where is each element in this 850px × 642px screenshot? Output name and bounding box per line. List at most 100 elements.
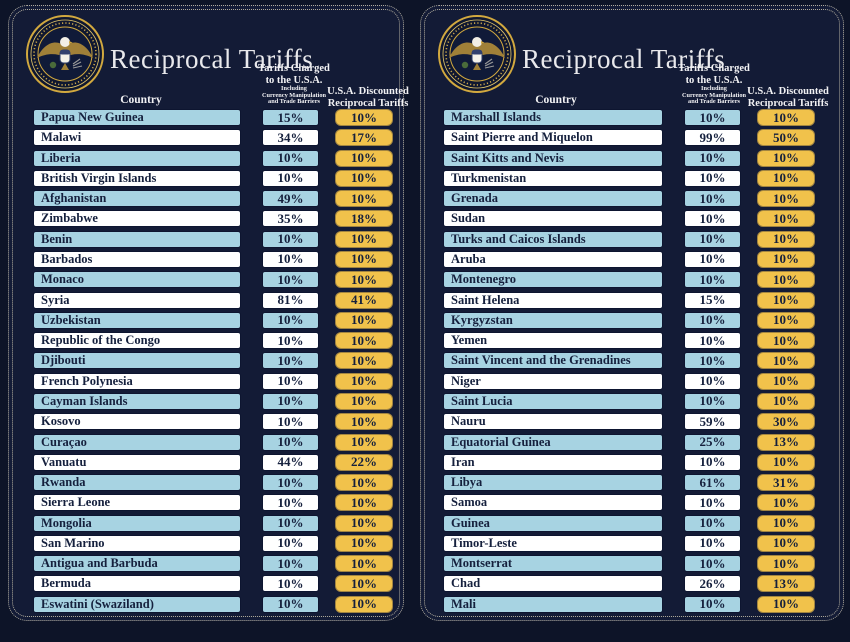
discounted-tariff-cell: 10% [335,250,393,268]
discounted-tariff-cell: 10% [335,433,393,451]
country-cell: Saint Lucia [443,392,663,410]
discounted-tariff-cell: 10% [757,271,815,289]
country-cell: Marshall Islands [443,109,663,126]
discounted-tariff-cell: 13% [757,433,815,451]
table-row: Saint Kitts and Nevis 10% 10% [443,149,815,167]
discounted-tariff-cell: 10% [757,372,815,390]
country-cell: Mongolia [33,514,241,532]
charged-tariff-cell: 10% [262,494,319,512]
charged-header-sub2: Currency Manipulation [261,91,327,99]
discounted-tariff-cell: 10% [757,250,815,268]
discounted-header-line1: U.S.A. Discounted [327,86,409,97]
table-row: Curaçao 10% 10% [33,433,393,451]
panel-header: Reciprocal Tariffs Country Tariffs Charg… [425,10,839,109]
charged-tariff-cell: 15% [684,291,741,309]
discounted-tariff-cell: 30% [757,413,815,431]
discounted-tariff-cell: 10% [335,595,393,613]
table-row: Samoa 10% 10% [443,494,815,512]
discounted-header-line2: Reciprocal Tariffs [747,97,829,109]
discounted-tariff-cell: 10% [335,109,393,126]
charged-header-sub3: and Trade Barriers [688,98,740,106]
table-row: Sudan 10% 10% [443,210,815,228]
country-cell: Turkmenistan [443,169,663,187]
country-cell: Eswatini (Swaziland) [33,595,241,613]
table-row: San Marino 10% 10% [33,534,393,552]
discounted-tariff-cell: 10% [757,291,815,309]
table-row: Rwanda 10% 10% [33,474,393,492]
charged-tariff-cell: 10% [262,595,319,613]
table-row: Afghanistan 49% 10% [33,190,393,208]
charged-tariff-cell: 10% [262,271,319,289]
table-row: Kyrgyzstan 10% 10% [443,311,815,329]
country-cell: Liberia [33,149,241,167]
tariff-panel-right: Reciprocal Tariffs Country Tariffs Charg… [420,5,844,621]
country-cell: Chad [443,575,663,593]
discounted-tariff-cell: 50% [757,129,815,147]
discounted-tariff-cell: 10% [757,392,815,410]
charged-tariff-cell: 10% [684,332,741,350]
country-cell: French Polynesia [33,372,241,390]
discounted-tariff-cell: 10% [335,230,393,248]
country-cell: Saint Vincent and the Grenadines [443,352,663,370]
presidential-seal-icon [26,15,104,93]
table-row: Turks and Caicos Islands 10% 10% [443,230,815,248]
charged-tariff-cell: 10% [262,352,319,370]
charged-tariff-cell: 26% [684,575,741,593]
table-row: Papua New Guinea 15% 10% [33,109,393,126]
charged-tariff-cell: 10% [262,474,319,492]
discounted-tariff-cell: 10% [757,332,815,350]
charged-tariff-cell: 10% [262,250,319,268]
discounted-tariff-cell: 18% [335,210,393,228]
discounted-tariff-cell: 10% [335,190,393,208]
table-row: Yemen 10% 10% [443,332,815,350]
charged-tariff-cell: 10% [262,230,319,248]
table-row: Saint Lucia 10% 10% [443,392,815,410]
tariff-table-right: Marshall Islands 10% 10% Saint Pierre and M… [443,109,815,613]
table-row: Liberia 10% 10% [33,149,393,167]
charged-header-line1: Tariffs Charged [678,63,750,74]
discounted-tariff-cell: 10% [335,514,393,532]
country-cell: Turks and Caicos Islands [443,230,663,248]
charged-tariff-cell: 10% [684,271,741,289]
discounted-tariff-cell: 10% [757,534,815,552]
table-row: Montserrat 10% 10% [443,555,815,573]
discounted-tariff-cell: 10% [335,149,393,167]
discounted-tariff-cell: 31% [757,474,815,492]
country-cell: Saint Kitts and Nevis [443,149,663,167]
country-cell: Iran [443,453,663,471]
table-row: Montenegro 10% 10% [443,271,815,289]
discounted-tariff-cell: 10% [335,392,393,410]
discounted-tariff-cell: 10% [757,311,815,329]
discounted-header-line2: Reciprocal Tariffs [327,97,409,109]
charged-tariff-cell: 10% [684,190,741,208]
charged-tariff-cell: 81% [262,291,319,309]
country-cell: Libya [443,474,663,492]
table-row: Saint Vincent and the Grenadines 10% 10% [443,352,815,370]
table-row: Cayman Islands 10% 10% [33,392,393,410]
country-column-header: Country [120,94,162,106]
charged-tariff-cell: 61% [684,474,741,492]
charged-header-sub2: Currency Manipulation [681,91,747,99]
country-cell: Saint Helena [443,291,663,309]
table-row: Zimbabwe 35% 18% [33,210,393,228]
charged-tariff-cell: 10% [262,392,319,410]
country-cell: Kyrgyzstan [443,311,663,329]
country-cell: Afghanistan [33,190,241,208]
country-cell: British Virgin Islands [33,169,241,187]
discounted-tariff-cell: 10% [757,190,815,208]
table-row: Uzbekistan 10% 10% [33,311,393,329]
country-column-header: Country [535,94,577,106]
country-cell: Aruba [443,250,663,268]
charged-tariff-cell: 10% [262,433,319,451]
table-row: Guinea 10% 10% [443,514,815,532]
country-cell: Zimbabwe [33,210,241,228]
country-cell: Benin [33,230,241,248]
table-row: Marshall Islands 10% 10% [443,109,815,126]
country-cell: Samoa [443,494,663,512]
table-row: French Polynesia 10% 10% [33,372,393,390]
discounted-tariff-cell: 10% [757,210,815,228]
charged-tariff-cell: 10% [262,311,319,329]
country-cell: Montenegro [443,271,663,289]
charged-tariff-cell: 10% [262,372,319,390]
